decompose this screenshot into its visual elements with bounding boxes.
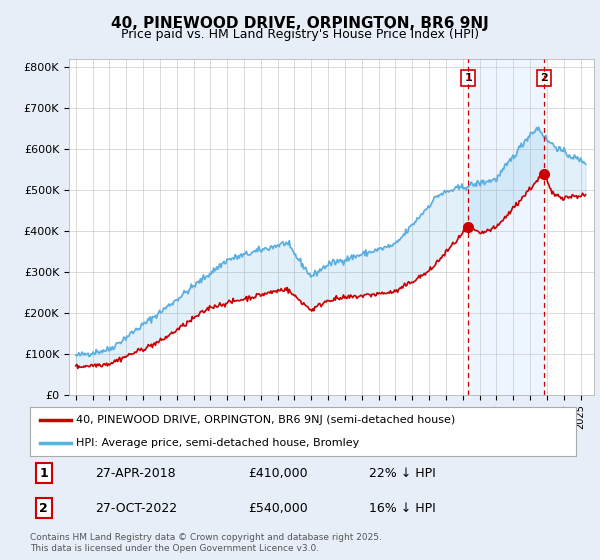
Text: HPI: Average price, semi-detached house, Bromley: HPI: Average price, semi-detached house,… (76, 438, 359, 448)
Text: 22% ↓ HPI: 22% ↓ HPI (368, 466, 435, 480)
Text: 40, PINEWOOD DRIVE, ORPINGTON, BR6 9NJ (semi-detached house): 40, PINEWOOD DRIVE, ORPINGTON, BR6 9NJ (… (76, 416, 455, 426)
Text: 16% ↓ HPI: 16% ↓ HPI (368, 502, 435, 515)
Text: 1: 1 (464, 73, 472, 83)
Text: £410,000: £410,000 (248, 466, 308, 480)
Text: 27-APR-2018: 27-APR-2018 (95, 466, 176, 480)
Text: 2: 2 (540, 73, 548, 83)
Text: Contains HM Land Registry data © Crown copyright and database right 2025.
This d: Contains HM Land Registry data © Crown c… (30, 533, 382, 553)
Text: 27-OCT-2022: 27-OCT-2022 (95, 502, 178, 515)
Text: 2: 2 (39, 502, 48, 515)
Text: 40, PINEWOOD DRIVE, ORPINGTON, BR6 9NJ: 40, PINEWOOD DRIVE, ORPINGTON, BR6 9NJ (111, 16, 489, 31)
Bar (468, 59, 544, 395)
Text: 1: 1 (39, 466, 48, 480)
Text: Price paid vs. HM Land Registry's House Price Index (HPI): Price paid vs. HM Land Registry's House … (121, 28, 479, 41)
Text: £540,000: £540,000 (248, 502, 308, 515)
